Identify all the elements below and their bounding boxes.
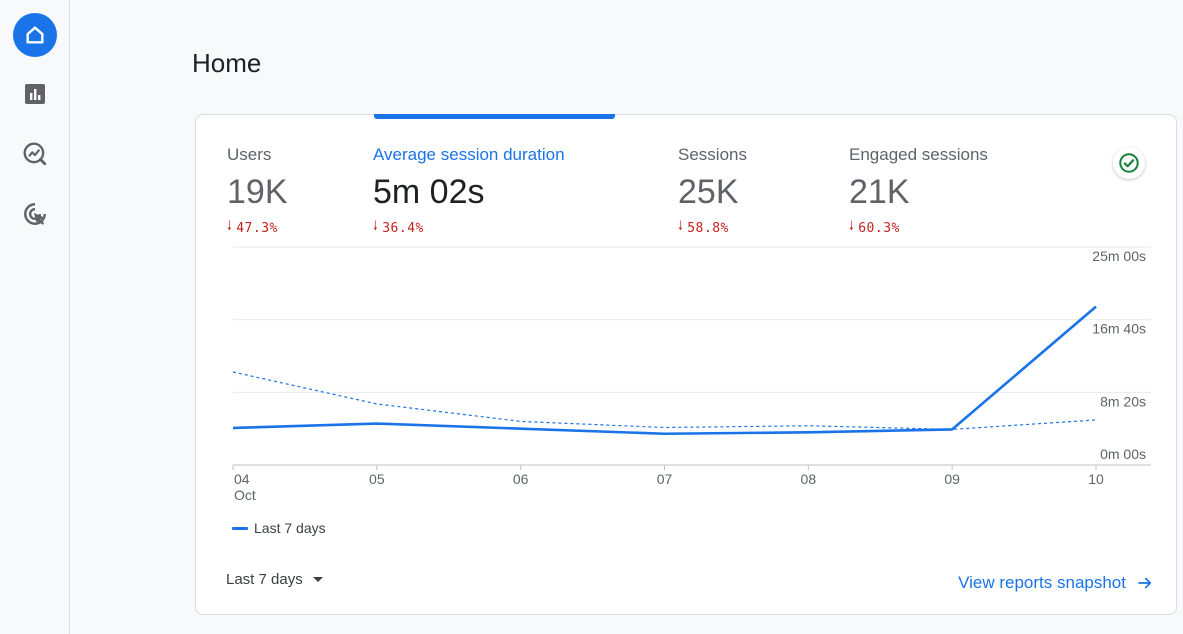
metric-label: Users (227, 145, 272, 164)
advertising-icon (24, 203, 46, 225)
nav-advertising-button[interactable] (13, 192, 57, 236)
nav-explore-button[interactable] (13, 132, 57, 176)
metric-sessions[interactable]: Sessions 25K 🠓 58.8% (678, 145, 747, 239)
metric-change: 🠓 36.4% (373, 217, 565, 239)
active-tab-indicator (374, 114, 615, 119)
metric-label: Sessions (678, 145, 747, 164)
x-tick-label: 07 (657, 471, 673, 487)
metric-value: 21K (849, 173, 910, 211)
view-reports-snapshot-link[interactable]: View reports snapshot (958, 573, 1154, 593)
arrow-down-icon: 🠓 (678, 219, 684, 234)
x-tick-label: 04 (234, 471, 250, 487)
x-tick-label: 06 (513, 471, 529, 487)
y-tick-label: 0m 00s (1100, 446, 1146, 462)
series-line-last-7-days (232, 305, 1097, 436)
arrow-down-icon: 🠓 (227, 219, 233, 234)
metric-label: Average session duration (373, 145, 565, 164)
nav-home-button[interactable] (13, 13, 57, 57)
x-tick-label: 10 (1088, 471, 1104, 487)
snapshot-link-label: View reports snapshot (958, 573, 1126, 592)
left-nav (0, 0, 70, 634)
y-tick-label: 16m 40s (1092, 321, 1146, 337)
metric-change-value: 36.4% (382, 220, 424, 236)
arrow-down-icon: 🠓 (849, 219, 855, 234)
overview-card: Users 19K 🠓 47.3% Average session durati… (195, 114, 1177, 615)
series-line-preceding-period (232, 371, 1097, 430)
metric-users[interactable]: Users 19K 🠓 47.3% (227, 145, 288, 239)
metric-change: 🠓 60.3% (849, 217, 988, 239)
y-tick-label: 25m 00s (1092, 248, 1146, 264)
legend-swatch (232, 526, 248, 530)
metric-change-value: 60.3% (858, 220, 900, 236)
x-tick-label: 05 (369, 471, 385, 487)
x-month-label: Oct (234, 487, 256, 503)
metric-value: 5m 02s (373, 173, 485, 211)
metric-label: Engaged sessions (849, 145, 988, 164)
data-quality-badge[interactable] (1113, 147, 1145, 179)
metric-change: 🠓 58.8% (678, 217, 747, 239)
date-range-label: Last 7 days (226, 571, 303, 588)
metric-average-session-duration[interactable]: Average session duration 5m 02s 🠓 36.4% (373, 145, 565, 239)
legend-label: Last 7 days (254, 520, 326, 536)
caret-down-icon (312, 577, 323, 582)
home-icon (26, 26, 44, 44)
y-tick-label: 8m 20s (1100, 393, 1146, 409)
page-title: Home (192, 48, 262, 78)
x-tick-label: 09 (944, 471, 960, 487)
check-circle-icon (1119, 153, 1139, 173)
metric-change-value: 47.3% (236, 220, 278, 236)
explore-icon (23, 142, 47, 166)
metric-engaged-sessions[interactable]: Engaged sessions 21K 🠓 60.3% (849, 145, 988, 239)
nav-reports-button[interactable] (13, 72, 57, 116)
chart-legend: Last 7 days (232, 520, 326, 536)
metric-change: 🠓 47.3% (227, 217, 288, 239)
session-duration-chart: 0m 00s 8m 20s 16m 40s 25m 00s 04 05 06 07 08 09 10… (232, 246, 1151, 503)
metric-change-value: 58.8% (687, 220, 729, 236)
reports-icon (25, 84, 45, 104)
date-range-dropdown[interactable]: Last 7 days (226, 571, 323, 588)
arrow-down-icon: 🠓 (373, 219, 379, 234)
x-tick-label: 08 (801, 471, 817, 487)
metric-value: 25K (678, 173, 739, 211)
metric-value: 19K (227, 173, 288, 211)
arrow-right-icon (1138, 577, 1152, 589)
